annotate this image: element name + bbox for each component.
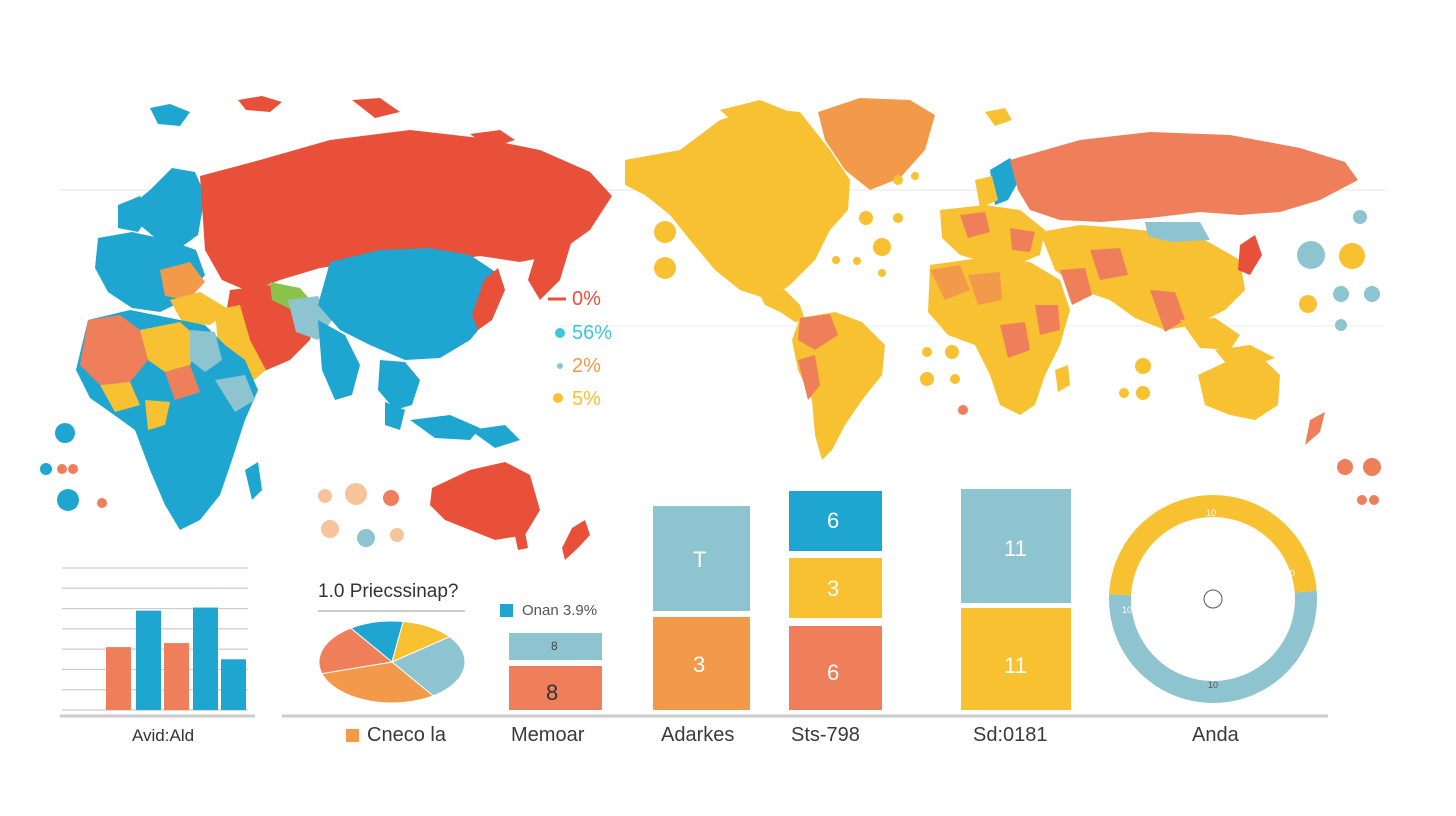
bar-1	[136, 610, 161, 710]
donut-center-marker	[1203, 589, 1223, 609]
bar-2	[164, 643, 189, 710]
donut-label-0: 10	[1206, 508, 1217, 518]
memoar-xlabel: Memoar	[511, 724, 585, 746]
memoar-segment-label-0: 8	[546, 680, 559, 705]
bar-4	[221, 659, 246, 710]
pie-slice-3	[321, 661, 435, 704]
memoar-bar-segment-0	[509, 666, 602, 710]
sts-bar-segment-1	[789, 558, 882, 618]
donut-xlabel: Anda	[1192, 724, 1239, 746]
sd-xlabel: Sd:0181	[973, 724, 1048, 746]
small-bar-chart-xlabel: Avid:Ald	[132, 726, 195, 745]
donut-chart	[1109, 495, 1317, 704]
adarkes-bar-segment-0	[653, 617, 750, 710]
map-legend-label-3: 5%	[572, 388, 601, 410]
map-legend-label-0: 0%	[572, 288, 601, 310]
sd-segment-label-1: 11	[1004, 536, 1027, 561]
legend-swatch-3	[553, 393, 563, 403]
pie-slice-2	[391, 636, 466, 697]
adarkes-segment-label-0: 3	[693, 652, 706, 677]
small-bar-chart	[62, 567, 248, 711]
pie-slice-4	[318, 627, 394, 675]
sd-bar-segment-1	[961, 489, 1071, 603]
memoar-bar-segment-1	[509, 633, 602, 660]
map-legend-label-1: 56%	[572, 322, 613, 344]
adarkes-bar-segment-1	[653, 506, 750, 611]
adarkes-segment-label-1: T	[693, 547, 707, 572]
sts-xlabel: Sts-798	[791, 724, 860, 746]
pie-chart-xlabel-text: Cneco la	[367, 724, 446, 746]
pie-chart	[318, 620, 466, 704]
donut-slice-0	[1109, 590, 1317, 704]
sts-bar-segment-0	[789, 626, 882, 710]
world-map-right	[625, 98, 1358, 460]
pie-chart-title: 1.0 Priecssinap?	[318, 581, 459, 602]
map-legend-label-2: 2%	[572, 355, 601, 377]
sd-bar-segment-0	[961, 608, 1071, 710]
map-legend	[548, 297, 566, 403]
world-map-left	[76, 96, 612, 560]
memoar-segment-label-1: 8	[551, 639, 558, 653]
donut-slice-1	[1109, 495, 1317, 596]
memoar-legend-label: Onan 3.9%	[522, 602, 598, 619]
sd-segment-label-0: 11	[1004, 653, 1027, 678]
legend-swatch-2	[557, 363, 563, 369]
donut-label-1: 0	[1290, 568, 1296, 578]
adarkes-xlabel: Adarkes	[661, 724, 735, 746]
decorative-dots	[40, 172, 1381, 547]
pie-legend-swatch	[346, 729, 359, 743]
sts-segment-label-1: 3	[827, 576, 840, 601]
sts-segment-label-2: 6	[827, 508, 840, 533]
sts-segment-label-0: 6	[827, 660, 840, 685]
legend-swatch-1	[555, 328, 565, 338]
donut-label-2: 10	[1122, 605, 1133, 615]
pie-chart-xlabel: Cneco la	[346, 724, 446, 747]
sts-bar-segment-2	[789, 491, 882, 551]
memoar-legend-swatch	[500, 604, 513, 617]
donut-label-3: 10	[1208, 680, 1219, 690]
bar-0	[106, 647, 131, 710]
bar-3	[193, 607, 218, 710]
